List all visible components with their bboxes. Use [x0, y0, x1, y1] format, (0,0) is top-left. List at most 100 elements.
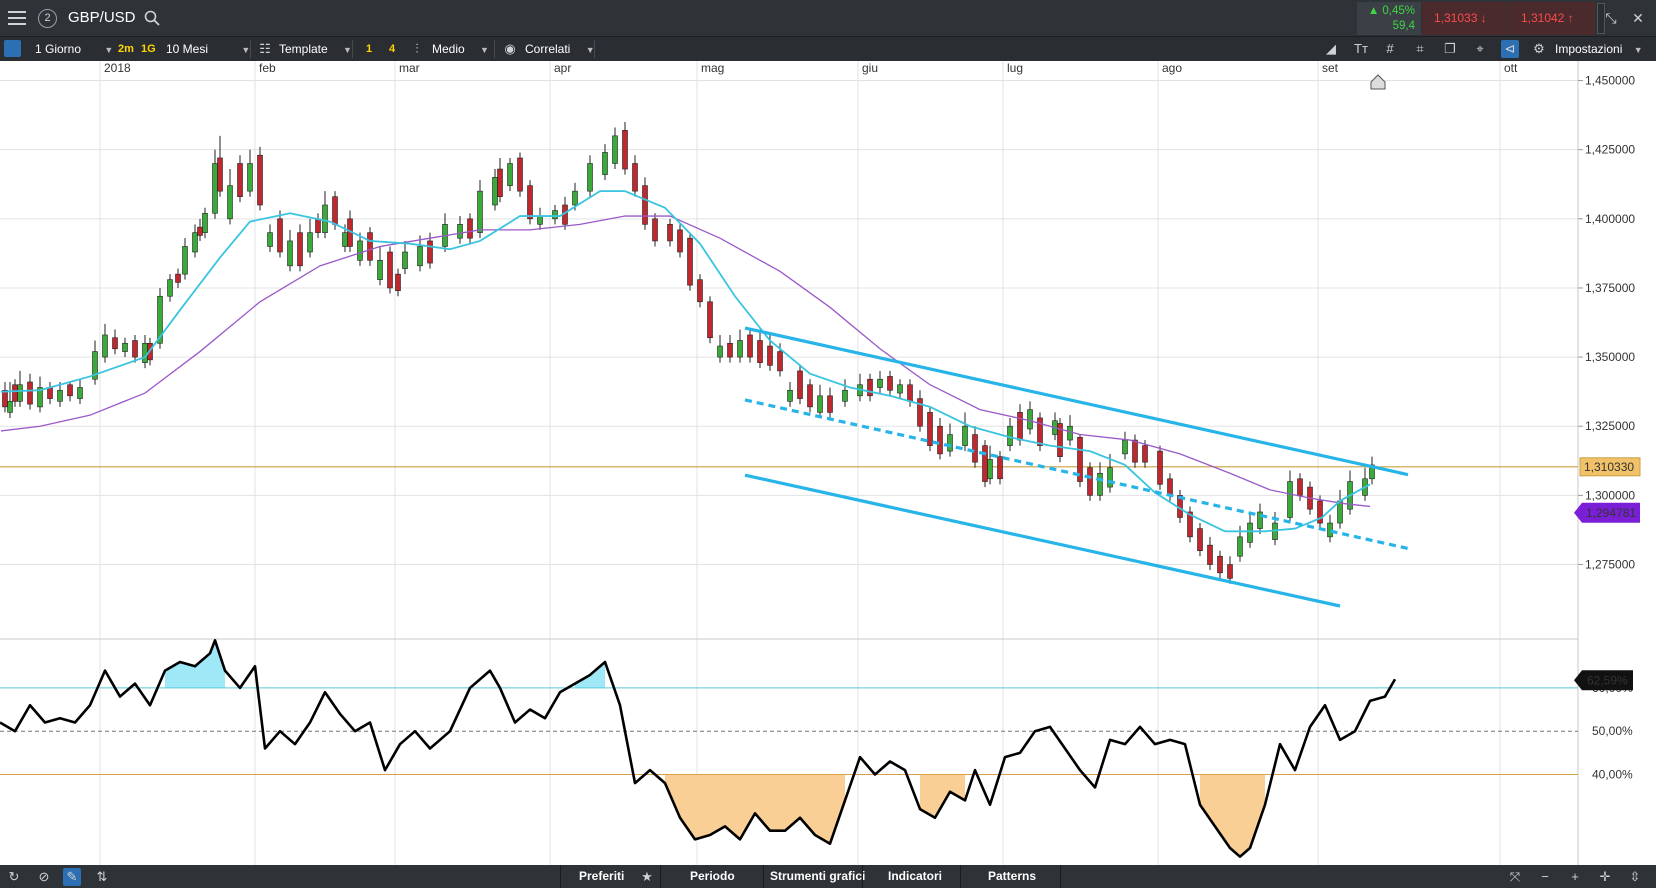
price-scroll-handle[interactable] — [1597, 3, 1605, 34]
candle-bull — [1247, 522, 1253, 543]
candle-bear — [1037, 417, 1043, 446]
layers-icon[interactable]: ❐ — [1444, 41, 1456, 56]
candle-bull — [477, 190, 483, 233]
candle-bull — [122, 342, 128, 352]
candle-bull — [1027, 409, 1033, 430]
candle-bull — [717, 345, 723, 358]
search-icon[interactable] — [143, 9, 161, 27]
candle-bull — [417, 246, 423, 267]
chevron-down-icon: ▼ — [104, 45, 114, 55]
candle-bull — [947, 434, 953, 452]
candle-bear — [132, 340, 138, 358]
bid-button[interactable]: 1,31033 ↓ — [1422, 2, 1508, 35]
divider — [960, 865, 961, 888]
price-change: ▲ 0,45% 59,4 — [1357, 2, 1421, 35]
layout-1-button[interactable]: 1 — [366, 43, 373, 55]
month-label: apr — [554, 61, 571, 75]
candle-bear — [757, 340, 763, 363]
crosshair-grid-icon[interactable]: ⌗ — [1416, 41, 1424, 56]
layout-4-button[interactable]: 4 — [389, 43, 396, 55]
hamburger-icon[interactable] — [4, 7, 30, 29]
chart-type-label: Medio — [432, 42, 465, 56]
candle-bear — [527, 185, 533, 220]
candle-bull — [1257, 511, 1263, 529]
candle-bull — [507, 163, 513, 186]
candle-bear — [197, 226, 203, 236]
interval-select[interactable]: 1 Giorno ▼ — [35, 37, 113, 61]
candle-bear — [1167, 478, 1173, 496]
draw-line-icon[interactable]: ◢ — [1326, 41, 1336, 56]
candle-bear — [917, 398, 923, 427]
price-tick-label: 1,400000 — [1585, 212, 1635, 226]
template-icon: ☷ — [259, 41, 271, 56]
candle-bear — [937, 425, 943, 455]
price-tick-label: 1,325000 — [1585, 419, 1635, 433]
candle-bear — [1227, 564, 1233, 579]
candle-bear — [517, 157, 523, 192]
expand-vertical-icon[interactable]: ⇳ — [1629, 869, 1641, 884]
pencil-icon[interactable]: ✎ — [63, 868, 81, 886]
candle-bear — [687, 237, 693, 286]
chart-type-select[interactable]: Medio ▼ — [432, 37, 489, 61]
template-select[interactable]: Template ▼ — [279, 37, 352, 61]
divider — [250, 40, 251, 58]
workspace-badge[interactable]: 2 — [38, 9, 57, 28]
indicators-button[interactable]: Indicatori — [888, 869, 943, 883]
candle-bear — [217, 157, 223, 192]
candle-bear — [1207, 544, 1213, 565]
trendline-upper — [744, 326, 1409, 477]
candle-bull — [92, 351, 98, 380]
change-points: 59,4 — [1392, 20, 1415, 32]
zoom-in-icon[interactable]: + — [1571, 869, 1579, 884]
symbol-title[interactable]: GBP/USD — [68, 9, 136, 26]
price-tick-label: 1,300000 — [1585, 488, 1635, 502]
star-icon[interactable]: ★ — [641, 869, 653, 884]
text-size-icon[interactable]: Tт — [1354, 41, 1368, 56]
fit-icon[interactable]: ⤧ — [1509, 869, 1521, 884]
favorites-button[interactable]: Preferiti — [579, 869, 625, 883]
last-price-label: 1,310330 — [1584, 460, 1634, 474]
candle-bull — [1369, 464, 1375, 480]
quick-2m-button[interactable]: 2m — [118, 43, 134, 55]
close-icon[interactable]: ✕ — [1632, 10, 1644, 26]
bid-price: 1,31033 — [1434, 11, 1478, 25]
candle-bear — [27, 381, 33, 405]
candle-bear — [47, 387, 53, 399]
price-chart[interactable]: 2018 feb mar apr mag giu lug ago set ott 1,450000… — [0, 61, 1656, 865]
candle-bull — [37, 387, 43, 408]
grid-icon[interactable]: # — [1386, 41, 1394, 56]
period-button[interactable]: Periodo — [690, 869, 735, 883]
collapse-icon[interactable]: ⤡ — [1605, 10, 1617, 26]
swap-icon[interactable]: ⇅ — [96, 869, 108, 884]
price-tick-label: 1,425000 — [1585, 143, 1635, 157]
candle-bear — [972, 434, 978, 463]
candle-bear — [1197, 528, 1203, 551]
candle-bull — [987, 459, 993, 480]
gear-icon[interactable]: ⚙ — [1533, 41, 1545, 56]
candle-bear — [777, 351, 783, 372]
list-icon[interactable] — [4, 40, 21, 57]
ask-button[interactable]: 1,31042 ↑ — [1509, 2, 1595, 35]
range-label: 10 Mesi — [166, 42, 209, 56]
crosshair-add-icon[interactable]: ✛ — [1599, 869, 1611, 884]
zoom-out-icon[interactable]: − — [1541, 869, 1549, 884]
chevron-down-icon: ▼ — [1633, 45, 1643, 55]
price-tag-icon[interactable]: ⊲ — [1501, 40, 1519, 58]
crosshair-icon[interactable]: ⌖ — [1476, 41, 1484, 56]
related-select[interactable]: Correlati ▼ — [525, 37, 595, 61]
candle-bull — [77, 387, 83, 399]
candle-bull — [7, 401, 13, 413]
candle-bull — [1237, 536, 1243, 557]
patterns-button[interactable]: Patterns — [988, 869, 1037, 883]
candle-bear — [315, 218, 321, 233]
refresh-icon[interactable]: ↻ — [8, 869, 20, 884]
candle-bear — [175, 273, 181, 283]
drawing-tools-button[interactable]: Strumenti grafici — [770, 869, 866, 883]
quick-1g-button[interactable]: 1G — [141, 43, 156, 55]
candle-bear — [67, 384, 73, 397]
candle-bull — [402, 251, 408, 269]
settings-select[interactable]: Impostazioni ▼ — [1555, 37, 1643, 61]
disable-icon[interactable]: ⊘ — [38, 869, 50, 884]
chevron-down-icon: ▼ — [241, 45, 251, 55]
range-select[interactable]: 10 Mesi ▼ — [166, 37, 250, 61]
